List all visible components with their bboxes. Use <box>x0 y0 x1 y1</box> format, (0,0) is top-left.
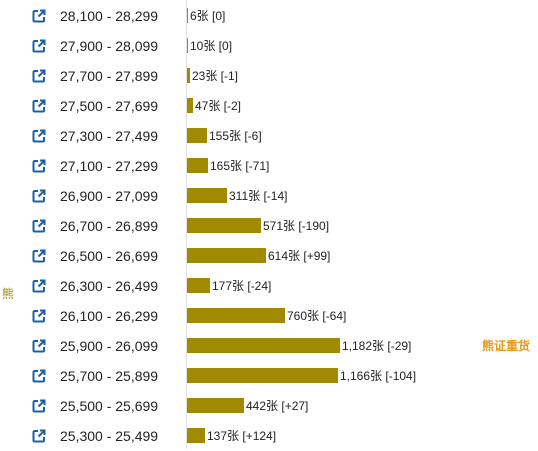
table-row: 26,100 - 26,299 760张 [-64] <box>0 301 538 331</box>
external-link-icon[interactable] <box>32 129 46 143</box>
table-row: 25,900 - 26,099 1,182张 [-29] 熊证重货 <box>0 331 538 361</box>
range-label: 27,300 - 27,499 <box>60 128 159 144</box>
bar <box>187 248 266 263</box>
table-row: 26,900 - 27,099 311张 [-14] <box>0 181 538 211</box>
external-link-icon[interactable] <box>32 9 46 23</box>
table-row: 25,700 - 25,899 1,166张 [-104] <box>0 361 538 391</box>
external-link-icon[interactable] <box>32 39 46 53</box>
external-link-icon[interactable] <box>32 249 46 263</box>
table-row: 26,700 - 26,899 571张 [-190] <box>0 211 538 241</box>
bar-value-label: 137张 [+124] <box>207 429 277 443</box>
table-row: 27,700 - 27,899 23张 [-1] <box>0 61 538 91</box>
table-row: 27,100 - 27,299 165张 [-71] <box>0 151 538 181</box>
side-label: 熊 <box>2 287 15 301</box>
range-label: 26,700 - 26,899 <box>60 218 159 234</box>
bar-value-label: 1,182张 [-29] <box>342 339 412 353</box>
external-link-icon[interactable] <box>32 369 46 383</box>
table-row: 27,300 - 27,499 155张 [-6] <box>0 121 538 151</box>
range-label: 27,500 - 27,699 <box>60 98 159 114</box>
bar <box>187 338 340 353</box>
external-link-icon[interactable] <box>32 309 46 323</box>
external-link-icon[interactable] <box>32 189 46 203</box>
bar <box>187 128 207 143</box>
bar-value-label: 6张 [0] <box>190 9 226 23</box>
bar-value-label: 614张 [+99] <box>268 249 331 263</box>
bar-value-label: 47张 [-2] <box>195 99 242 113</box>
bar <box>187 8 188 23</box>
range-label: 27,100 - 27,299 <box>60 158 159 174</box>
bar-value-label: 571张 [-190] <box>263 219 330 233</box>
external-link-icon[interactable] <box>32 219 46 233</box>
bar <box>187 68 190 83</box>
bar <box>187 158 208 173</box>
table-row: 25,500 - 25,699 442张 [+27] <box>0 391 538 421</box>
range-label: 27,900 - 28,099 <box>60 38 159 54</box>
external-link-icon[interactable] <box>32 399 46 413</box>
range-label: 25,700 - 25,899 <box>60 368 159 384</box>
row-tag: 熊证重货 <box>482 339 531 353</box>
external-link-icon[interactable] <box>32 429 46 443</box>
table-row: 27,900 - 28,099 10张 [0] <box>0 31 538 61</box>
axis-divider <box>186 0 187 449</box>
bar <box>187 308 285 323</box>
bar <box>187 38 188 53</box>
range-label: 26,900 - 27,099 <box>60 188 159 204</box>
range-label: 27,700 - 27,899 <box>60 68 159 84</box>
external-link-icon[interactable] <box>32 69 46 83</box>
range-label: 25,300 - 25,499 <box>60 428 159 444</box>
bar <box>187 368 338 383</box>
bar-value-label: 165张 [-71] <box>210 159 270 173</box>
bar-value-label: 311张 [-14] <box>229 189 288 203</box>
range-label: 28,100 - 28,299 <box>60 8 159 24</box>
bar <box>187 278 210 293</box>
external-link-icon[interactable] <box>32 159 46 173</box>
table-row: 26,500 - 26,699 614张 [+99] <box>0 241 538 271</box>
range-label: 26,100 - 26,299 <box>60 308 159 324</box>
bar <box>187 398 244 413</box>
bar-value-label: 1,166张 [-104] <box>340 369 417 383</box>
bar-value-label: 442张 [+27] <box>246 399 309 413</box>
table-row: 27,500 - 27,699 47张 [-2] <box>0 91 538 121</box>
bar <box>187 428 205 443</box>
range-label: 25,500 - 25,699 <box>60 398 159 414</box>
table-row: 26,300 - 26,499 177张 [-24] <box>0 271 538 301</box>
range-label: 26,300 - 26,499 <box>60 278 159 294</box>
table-row: 28,100 - 28,299 6张 [0] <box>0 1 538 31</box>
external-link-icon[interactable] <box>32 279 46 293</box>
bar-value-label: 10张 [0] <box>190 39 233 53</box>
bar <box>187 218 261 233</box>
bar <box>187 188 227 203</box>
external-link-icon[interactable] <box>32 339 46 353</box>
bar-value-label: 155张 [-6] <box>209 129 262 143</box>
external-link-icon[interactable] <box>32 99 46 113</box>
range-label: 26,500 - 26,699 <box>60 248 159 264</box>
bar <box>187 98 193 113</box>
table-row: 25,300 - 25,499 137张 [+124] <box>0 421 538 451</box>
bar-value-label: 23张 [-1] <box>192 69 239 83</box>
bar-value-label: 177张 [-24] <box>212 279 272 293</box>
range-label: 25,900 - 26,099 <box>60 338 159 354</box>
bar-value-label: 760张 [-64] <box>287 309 347 323</box>
